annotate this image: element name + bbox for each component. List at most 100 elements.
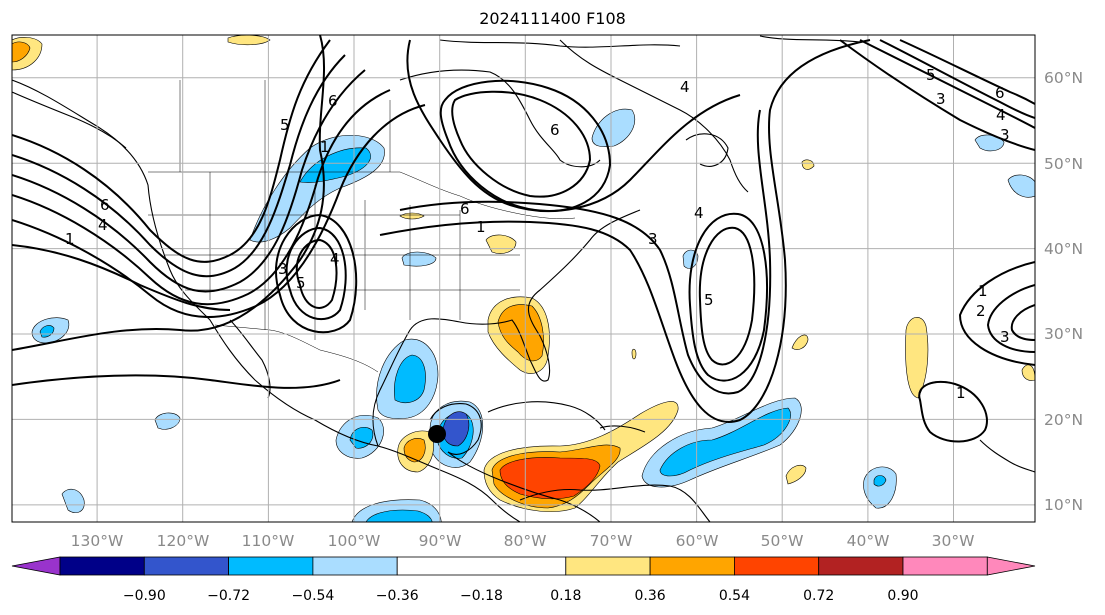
colorbar-bin: [396, 556, 567, 576]
colorbar-tick-label: 0.72: [803, 588, 834, 604]
lon-tick-label: 80°W: [504, 532, 547, 550]
warm-core-honduras: [403, 438, 426, 463]
lat-tick-label: 50°N: [1044, 155, 1083, 173]
blue-spot-pacific-far: [61, 488, 85, 513]
contour-ridge-west-3: [12, 69, 366, 293]
warm-spot-midwest: [399, 212, 425, 220]
contour-label: 3: [278, 260, 288, 278]
coast-gulf-mexico: [372, 209, 641, 447]
coast-greenland: [759, 35, 861, 43]
colorbar-bin: [649, 556, 735, 576]
colorbar-bin: [228, 556, 314, 576]
colorbar-tick-label: −0.18: [460, 588, 503, 604]
map-frame: [11, 34, 1036, 523]
contour-lines: [12, 35, 1035, 443]
coast-alaska: [12, 91, 127, 149]
lon-tick-label: 110°W: [242, 532, 295, 550]
contour-label: 1: [978, 282, 988, 300]
contour-label: 1: [65, 230, 75, 248]
contour-label: 5: [280, 116, 290, 134]
contour-north-atlantic-1: [859, 39, 1035, 129]
contour-west-coast-1: [12, 244, 231, 311]
coast-pacific-north-america: [12, 79, 521, 522]
lon-tick-label: 100°W: [328, 532, 381, 550]
lon-tick-label: 40°W: [847, 532, 890, 550]
contour-label: 4: [694, 204, 704, 222]
warm-spot-pacific-nw-core: [12, 41, 31, 63]
contour-ridge-west-5: [12, 104, 426, 319]
contour-label: 3: [936, 90, 946, 108]
lat-tick-label: 20°N: [1044, 411, 1083, 429]
lat-tick-label: 60°N: [1044, 69, 1083, 87]
contour-label: 6: [460, 200, 470, 218]
lon-tick-label: 60°W: [676, 532, 719, 550]
colorbar-extend-high: [986, 556, 1036, 576]
blue-core-mexico: [394, 354, 426, 403]
blue-strong-yucatan: [442, 411, 470, 447]
contour-label: 6: [550, 121, 560, 139]
lon-tick-label: 70°W: [590, 532, 633, 550]
contour-1-west: [12, 35, 326, 351]
blue-spot-hudson: [591, 108, 636, 148]
contour-trough-atlantic-2: [399, 109, 772, 395]
contour-label: 3: [1000, 126, 1010, 144]
latitude-tick-labels: 10°N 20°N 30°N 40°N 50°N 60°N: [1044, 69, 1083, 514]
colorbar-tick-label: 0.18: [550, 588, 581, 604]
map-canvas: 1 6 4 5 1 6 3 5 4 1 6 6 4 3 4 5 5 3 6 4 …: [12, 35, 1035, 522]
warm-core-florida: [497, 304, 544, 362]
colorbar-tick-label: 0.90: [887, 588, 918, 604]
coastlines: [12, 35, 1035, 522]
colorbar: [11, 556, 1036, 576]
colorbar-bin: [143, 556, 230, 576]
contour-label: 6: [100, 196, 110, 214]
contour-trough-hudson-2: [439, 79, 612, 212]
contour-north-atlantic-4: [839, 39, 1035, 151]
coast-cuba: [487, 401, 606, 431]
lon-tick-label: 130°W: [71, 532, 124, 550]
coast-arctic: [439, 39, 681, 48]
contour-label: 5: [704, 291, 714, 309]
coast-africa: [979, 439, 1035, 473]
warm-region-east-atlantic: [905, 317, 929, 399]
contour-trough-hudson-1: [451, 90, 592, 198]
colorbar-bin: [59, 556, 145, 576]
colorbar-tick-label: −0.36: [376, 588, 419, 604]
colorbar-tick-label: −0.54: [291, 588, 334, 604]
blue-spot-east-atlantic: [863, 466, 897, 509]
contour-label: 4: [680, 78, 690, 96]
contour-label: 2: [976, 302, 986, 320]
contour-east-closed: [918, 380, 988, 443]
lat-tick-label: 40°N: [1044, 240, 1083, 258]
coast-hudson-bay: [399, 69, 601, 168]
blue-core-atlantic: [659, 407, 791, 477]
lon-tick-label: 90°W: [419, 532, 462, 550]
colorbar-bin: [734, 556, 820, 576]
political-borders: [148, 80, 576, 373]
blue-spot-far-east-1: [974, 134, 1005, 152]
colorbar-bin: [818, 556, 904, 576]
contour-label: 4: [330, 250, 340, 268]
contour-label: 5: [296, 274, 306, 292]
contour-label: 4: [996, 106, 1006, 124]
contour-label: 6: [328, 92, 338, 110]
contour-trough-canada: [406, 39, 741, 212]
contour-label: 3: [648, 230, 658, 248]
map-title: 2024111400 F108: [479, 9, 626, 28]
coast-yucatan: [429, 403, 482, 455]
colorbar-tick-label: 0.54: [719, 588, 750, 604]
colorbar-tick-labels: −0.90 −0.72 −0.54 −0.36 −0.18 0.18 0.36 …: [123, 588, 919, 604]
longitude-tick-labels: 130°W 120°W 110°W 100°W 90°W 80°W 70°W 6…: [71, 532, 975, 550]
warm-spot-canada-north: [227, 35, 271, 46]
warm-spot-atlantic-3: [785, 464, 807, 485]
contour-label: 4: [98, 216, 108, 234]
contour-label: 1: [956, 384, 966, 402]
border-us-canada: [148, 171, 576, 220]
blue-spot-far-east-2: [1007, 174, 1035, 198]
contour-high-atlantic-1: [698, 226, 756, 366]
contour-label: 1: [476, 218, 486, 236]
contour-east-low-3: [1010, 304, 1035, 341]
lat-tick-label: 30°N: [1044, 325, 1083, 343]
contour-trough-atlantic-1: [379, 39, 871, 423]
contour-label: 1: [320, 138, 330, 156]
contour-label: 6: [995, 84, 1005, 102]
